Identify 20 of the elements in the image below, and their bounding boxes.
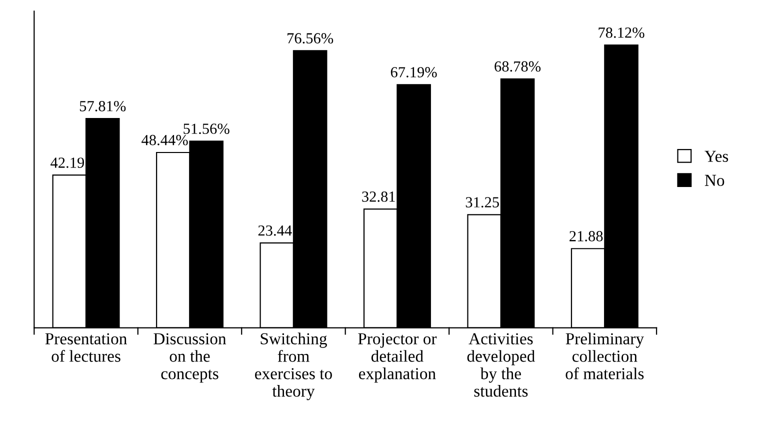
legend-label: Yes [704,150,728,162]
x-tick-label: Preliminary collection of materials [566,332,644,380]
legend-label: No [704,174,724,186]
x-tick-label: Switching from exercises to theory [255,332,332,400]
x-tick-label: Projector or detailed explanation [358,333,437,383]
data-label: 21.88 [570,231,603,242]
data-label: 76.56% [288,33,334,44]
data-label: 78.12% [598,28,644,38]
data-label: 57.81% [80,101,126,112]
data-label: 67.19% [390,67,437,78]
data-label: 51.56% [184,124,230,134]
x-tick-label: Activities developed by the students [467,333,535,397]
x-tick-label: Discussion on the concepts [154,333,226,383]
data-label: 32.81 [362,191,395,202]
data-label: 68.78% [494,61,541,72]
x-tick-label: Presentation of lectures [45,333,127,362]
data-label: 48.44% [142,134,188,146]
data-label: 42.19 [50,158,84,168]
data-label: 31.25 [466,197,499,208]
data-label: 23.44 [258,225,292,236]
